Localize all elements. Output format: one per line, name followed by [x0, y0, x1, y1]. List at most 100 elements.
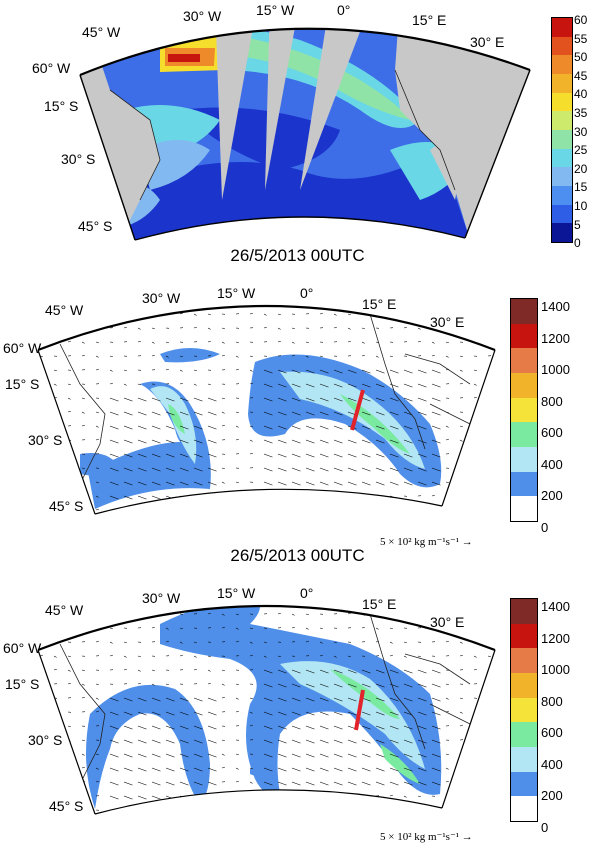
wind-vector [165, 397, 175, 402]
wind-vector [417, 453, 427, 458]
wind-vector [151, 739, 161, 744]
wind-vector [361, 383, 371, 388]
wind-vector [39, 495, 43, 498]
wind-vector [291, 481, 301, 486]
wind-vector [123, 313, 127, 316]
wind-vector [487, 725, 491, 728]
colorbar-cell [511, 471, 537, 497]
wind-vector [361, 439, 371, 444]
wind-vector [305, 341, 309, 344]
wind-vector [403, 683, 413, 688]
wind-vector [123, 481, 133, 486]
wind-vector [193, 711, 203, 716]
colorbar-cell [552, 92, 572, 112]
wind-vector [95, 640, 99, 643]
wind-vector [375, 439, 385, 444]
wind-vector [67, 752, 71, 755]
wind-vector [81, 424, 85, 427]
wind-vector [347, 313, 351, 316]
wind-vector [333, 313, 337, 316]
wind-vector [137, 425, 147, 430]
lon-label: 15° E [362, 596, 397, 612]
wind-vector [263, 313, 267, 316]
wind-vector [137, 612, 141, 615]
wind-vector [431, 411, 441, 416]
wind-vector [221, 683, 225, 686]
wind-vector [193, 808, 197, 811]
map-frame-top-edge [79, 27, 531, 77]
wind-vector [137, 739, 147, 744]
wind-vector [207, 725, 217, 730]
wind-vector [95, 697, 99, 700]
wind-vector [417, 612, 421, 615]
wind-vector [389, 683, 399, 688]
wind-vector [165, 467, 175, 472]
wind-vector [165, 697, 175, 702]
wind-vector [347, 781, 357, 786]
wind-vector [291, 739, 301, 744]
wind-vector [473, 313, 477, 316]
wind-vector [207, 313, 211, 316]
wind-vector [431, 354, 435, 357]
wind-vector [361, 753, 371, 758]
colorbar-cell [511, 299, 537, 324]
wind-vector [151, 795, 161, 800]
wind-vector [263, 683, 273, 688]
wind-vector [431, 425, 441, 430]
wind-vector [207, 739, 217, 744]
wind-vector [165, 781, 175, 786]
wind-vector [403, 795, 407, 798]
wind-vector [291, 613, 295, 616]
wind-vector [333, 369, 343, 374]
wind-vector [305, 725, 315, 730]
lat-label: 15° S [5, 376, 40, 392]
wind-vector [417, 467, 427, 472]
colorbar-ticks-bottom: 1400 1200 1000 800 600 400 200 0 [541, 591, 570, 843]
wind-vector [179, 697, 189, 702]
wind-vector [389, 725, 399, 730]
wind-vector [123, 781, 133, 786]
colorbar-middle [510, 298, 538, 522]
wind-vector [333, 453, 343, 458]
wind-vector [333, 411, 343, 416]
wind-vector [179, 355, 183, 358]
wind-vector [333, 739, 343, 744]
field-layer-bottom [38, 606, 495, 814]
wind-vector [179, 711, 189, 716]
wind-vector [277, 397, 287, 402]
wind-vector [165, 683, 169, 686]
wind-vector [417, 481, 427, 486]
wind-vector [375, 669, 385, 674]
wind-vector [389, 453, 399, 458]
wind-vector [347, 439, 357, 444]
wind-vector [277, 753, 287, 758]
wind-vector [305, 640, 309, 643]
wind-vector [193, 767, 203, 772]
wind-vector [179, 382, 183, 385]
lat-label: 60° W [3, 340, 42, 356]
wind-vector [193, 453, 203, 458]
wind-vector [109, 481, 119, 486]
wind-vector [473, 453, 477, 456]
wind-vector [305, 481, 315, 486]
wind-vector [123, 383, 127, 386]
wind-vector [235, 683, 239, 686]
wind-vector [53, 453, 57, 456]
wind-vector [277, 453, 287, 458]
wind-vector [277, 467, 287, 472]
wind-vector [235, 710, 239, 713]
wind-vector [67, 480, 71, 483]
wind-vector [263, 711, 273, 716]
wind-vector [333, 641, 337, 644]
wind-vector [109, 711, 119, 716]
wind-vector [263, 467, 273, 472]
wind-vector [151, 809, 155, 812]
wind-vector [39, 767, 43, 770]
wind-vector [207, 767, 217, 772]
wind-vector [389, 711, 399, 716]
lon-label: 30° E [430, 314, 465, 330]
wind-vector [375, 425, 385, 430]
wind-vector [235, 613, 239, 616]
wind-vector [291, 697, 301, 702]
colorbar-tick: 60 [574, 13, 588, 27]
